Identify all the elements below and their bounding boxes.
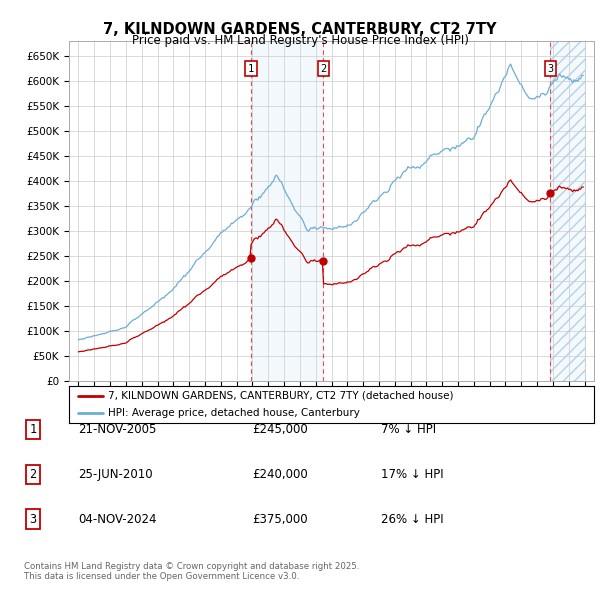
Bar	[251, 41, 323, 381]
Text: 04-NOV-2024: 04-NOV-2024	[78, 513, 157, 526]
Text: 7% ↓ HPI: 7% ↓ HPI	[381, 423, 436, 436]
Bar	[550, 41, 585, 381]
Text: £245,000: £245,000	[252, 423, 308, 436]
Text: 3: 3	[547, 64, 554, 74]
Text: 1: 1	[29, 423, 37, 436]
Text: £375,000: £375,000	[252, 513, 308, 526]
Text: 2: 2	[320, 64, 326, 74]
Text: 2: 2	[29, 468, 37, 481]
Text: Price paid vs. HM Land Registry's House Price Index (HPI): Price paid vs. HM Land Registry's House …	[131, 34, 469, 47]
Text: 26% ↓ HPI: 26% ↓ HPI	[381, 513, 443, 526]
Text: 21-NOV-2005: 21-NOV-2005	[78, 423, 157, 436]
Text: 1: 1	[248, 64, 254, 74]
Bar	[550, 41, 585, 381]
Text: HPI: Average price, detached house, Canterbury: HPI: Average price, detached house, Cant…	[109, 408, 360, 418]
Text: 3: 3	[29, 513, 37, 526]
Text: 25-JUN-2010: 25-JUN-2010	[78, 468, 152, 481]
Text: 17% ↓ HPI: 17% ↓ HPI	[381, 468, 443, 481]
Text: 7, KILNDOWN GARDENS, CANTERBURY, CT2 7TY (detached house): 7, KILNDOWN GARDENS, CANTERBURY, CT2 7TY…	[109, 391, 454, 401]
Text: 7, KILNDOWN GARDENS, CANTERBURY, CT2 7TY: 7, KILNDOWN GARDENS, CANTERBURY, CT2 7TY	[103, 22, 497, 37]
Text: £240,000: £240,000	[252, 468, 308, 481]
Text: Contains HM Land Registry data © Crown copyright and database right 2025.
This d: Contains HM Land Registry data © Crown c…	[24, 562, 359, 581]
